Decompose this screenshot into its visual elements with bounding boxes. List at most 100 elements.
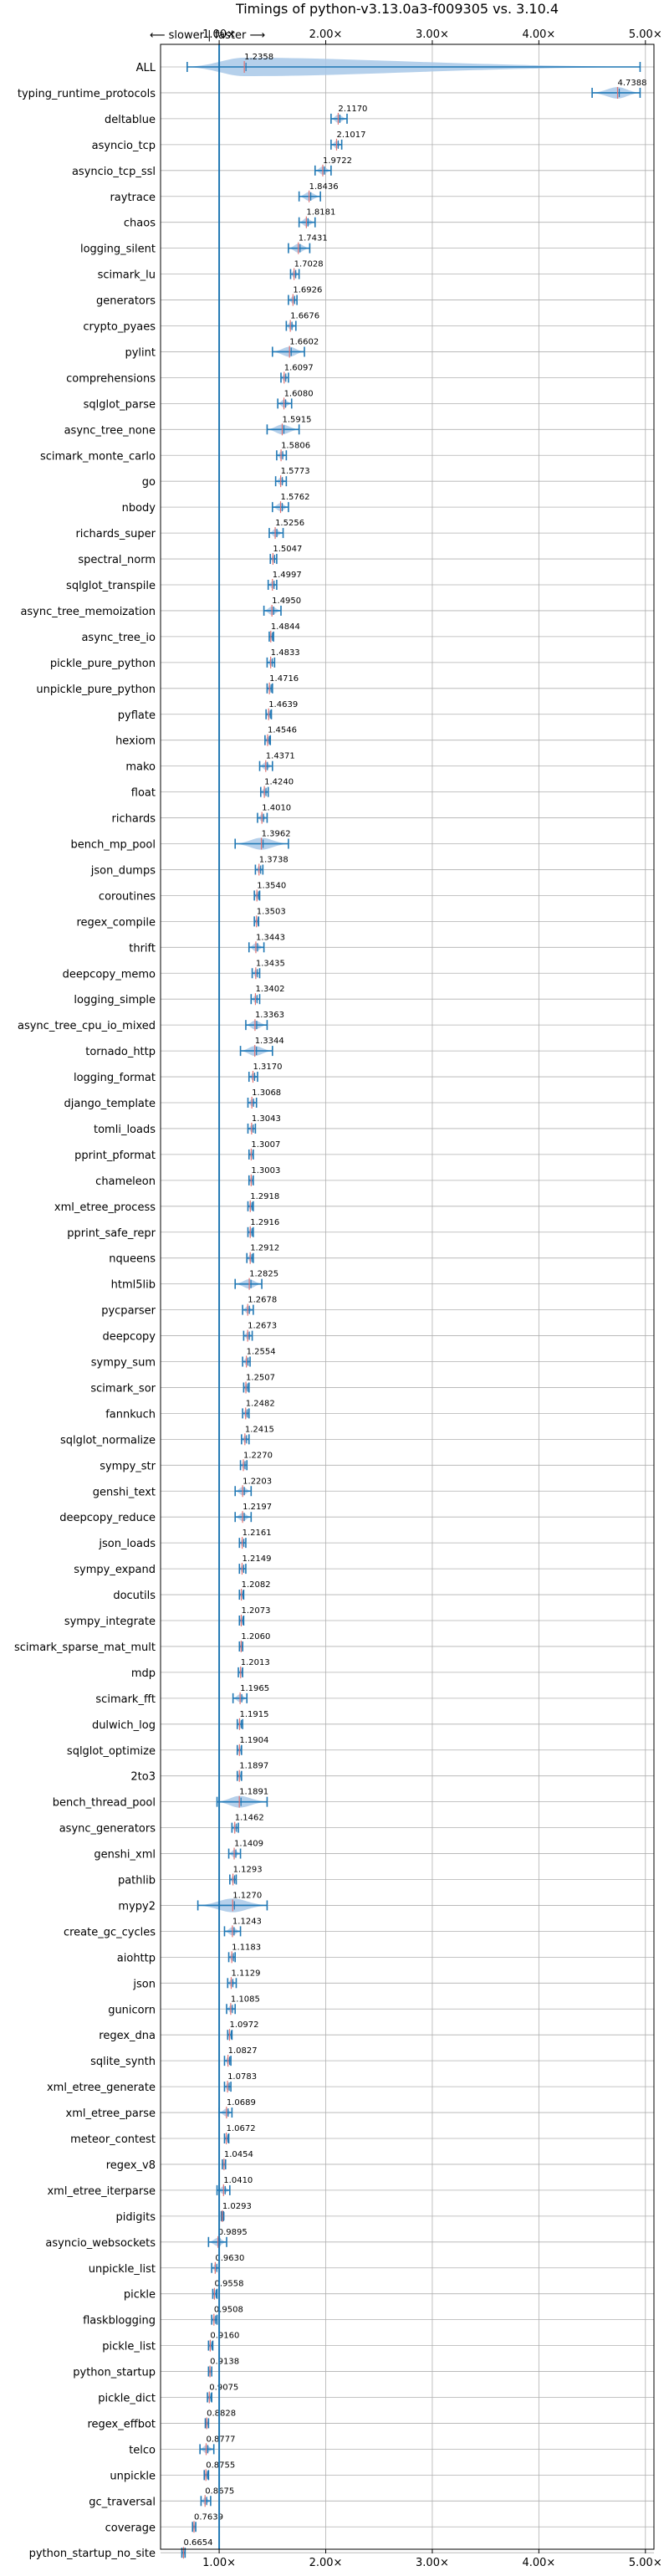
value-label: 1.2415 [245,1425,274,1434]
tick-label-top: 4.00× [522,28,555,41]
category-label: scimark_lu [98,269,156,282]
category-label: pathlib [118,1875,156,1887]
violin-marks [181,58,641,2559]
value-label: 1.4639 [268,700,298,709]
value-label: 0.9558 [214,2280,243,2289]
category-label: richards [112,813,156,826]
category-label: asyncio_websockets [45,2237,156,2250]
value-label: 1.8181 [306,208,335,218]
value-label: 1.1183 [232,1943,261,1952]
value-label: 1.7431 [299,234,328,243]
value-label: 1.4010 [262,804,291,813]
category-label: deepcopy_reduce [59,1512,156,1524]
category-label: sqlglot_parse [84,398,156,411]
category-label: pickle_dict [98,2393,156,2405]
value-label: 1.0689 [227,2098,256,2107]
grid-lines [161,44,654,2553]
value-label: 1.2673 [248,1322,277,1331]
category-label: unpickle_list [89,2263,156,2276]
value-label: 1.3540 [257,881,286,890]
category-label: bench_thread_pool [53,1797,156,1810]
value-label: 1.2912 [250,1244,279,1253]
value-label: 1.2073 [242,1606,271,1616]
value-label: 1.0827 [228,2046,258,2056]
category-label: django_template [64,1098,156,1110]
value-label: 2.1017 [336,131,365,140]
value-label: 0.7639 [194,2512,223,2522]
tick-label-top: 1.00× [202,28,236,41]
category-label: python_startup_no_site [29,2548,156,2560]
value-label: 1.2161 [243,1529,272,1538]
category-label: regex_effbot [87,2418,156,2430]
tick-label-bottom: 4.00× [522,2557,555,2569]
category-label: pylint [125,346,156,359]
category-label: tornado_http [85,1046,156,1058]
category-label: float [131,787,156,800]
tick-label-bottom: 3.00× [416,2557,449,2569]
category-label: sympy_integrate [64,1616,156,1628]
category-label: async_generators [59,1823,156,1836]
value-label: 1.9722 [323,156,352,166]
category-label: nbody [122,502,156,515]
category-label: xml_etree_parse [66,2107,156,2120]
category-label: pickle_pure_python [50,658,156,670]
category-label: raytrace [110,192,156,204]
category-label: unpickle [110,2470,156,2482]
value-label: 1.0293 [222,2202,252,2211]
category-label: logging_silent [80,243,156,256]
tick-label-bottom: 2.00× [309,2557,343,2569]
value-label: 1.2507 [246,1373,275,1382]
category-label: unpickle_pure_python [36,684,156,696]
category-label: sympy_sum [91,1357,156,1370]
value-label: 1.3443 [256,933,285,942]
category-label: scimark_monte_carlo [40,450,156,463]
category-label: generators [96,295,156,308]
value-label: 1.1085 [231,1995,260,2004]
value-label: 1.2554 [247,1348,276,1357]
value-label: 1.6080 [284,389,314,398]
value-label: 1.3003 [251,1166,280,1175]
value-label: 0.9508 [214,2306,243,2315]
value-label: 0.8777 [207,2435,236,2444]
value-label: 1.6926 [293,286,322,295]
value-label: 1.2678 [248,1296,277,1305]
value-label: 1.1409 [234,1840,263,1849]
value-label: 1.4833 [271,648,300,658]
value-label: 1.5762 [281,493,310,502]
value-label: 1.2197 [243,1503,272,1512]
value-label: 1.2203 [243,1477,272,1486]
value-label: 1.2082 [242,1580,271,1590]
category-label: mdp [131,1667,156,1680]
value-label: 0.9160 [210,2332,239,2341]
category-label: pickle [124,2289,156,2302]
category-label: create_gc_cycles [64,1926,156,1938]
value-label: 0.8828 [207,2409,236,2418]
category-label: json_loads [98,1538,156,1550]
category-label: dulwich_log [92,1719,156,1732]
category-label: richards_super [75,528,156,540]
category-label: scimark_sor [90,1382,156,1395]
value-label: 1.3738 [259,855,289,864]
category-label: regex_compile [76,916,156,929]
category-label: coroutines [99,890,156,903]
category-label: comprehensions [66,372,156,385]
category-label: fannkuch [105,1408,156,1421]
tick-label-bottom: 1.00× [202,2557,236,2569]
value-label: 1.8436 [309,182,339,192]
category-label: logging_format [74,1072,156,1084]
category-label: logging_simple [74,994,156,1006]
value-label: 1.0972 [229,2020,258,2030]
value-label: 1.4240 [264,778,294,787]
value-label: 4.7388 [618,79,647,88]
category-label: sympy_expand [74,1564,156,1576]
value-label: 1.1270 [232,1891,262,1900]
category-label: json [132,1978,156,1990]
category-label: pprint_safe_repr [67,1227,156,1240]
tick-label-top: 5.00× [629,28,662,41]
value-label: 1.3503 [257,907,286,916]
value-label: 1.3043 [252,1114,281,1124]
value-label: 1.1904 [239,1736,268,1745]
category-label: sqlglot_transpile [66,580,156,592]
value-label: 1.0672 [227,2124,256,2133]
plot-frame [160,44,655,2550]
